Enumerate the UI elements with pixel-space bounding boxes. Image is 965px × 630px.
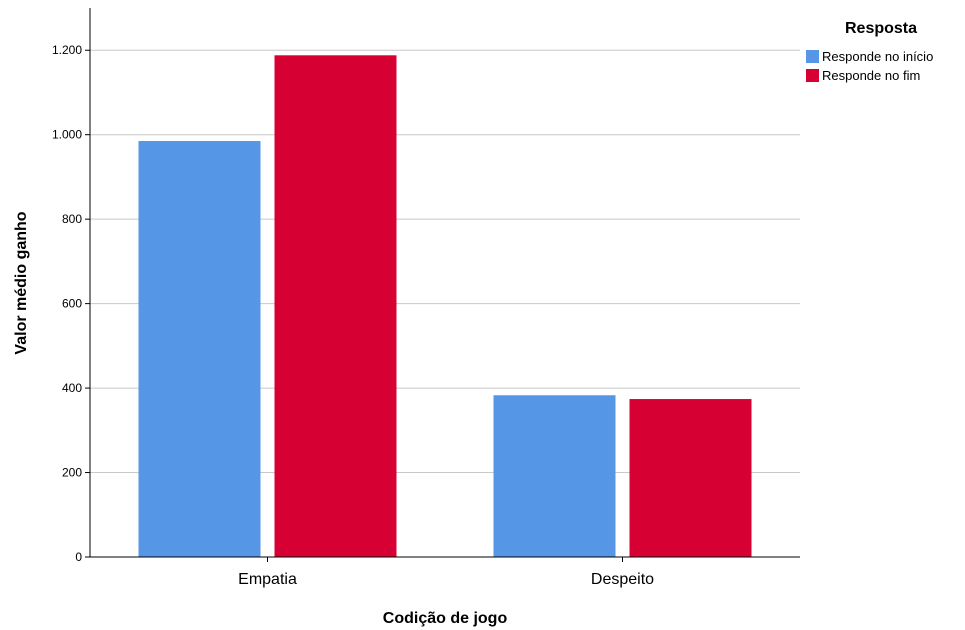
y-tick-label: 400 — [62, 381, 82, 395]
y-axis-title: Valor médio ganho — [13, 211, 30, 354]
bar-despeito-2 — [629, 399, 752, 557]
bar-despeito-1 — [493, 395, 616, 557]
y-tick-label: 1.000 — [52, 128, 82, 142]
legend-entry-label: Responde no início — [822, 49, 933, 64]
legend: Resposta Responde no início Responde no f… — [806, 20, 933, 83]
legend-entry-label: Responde no fim — [822, 68, 920, 83]
bar-empatia-2 — [274, 55, 397, 557]
x-category-label: Despeito — [591, 571, 654, 588]
y-tick-label: 600 — [62, 297, 82, 311]
y-axis-ticks: 0 200 400 600 800 1.000 1.200 — [52, 43, 90, 564]
legend-title: Resposta — [845, 20, 917, 37]
x-axis-categories: Empatia Despeito — [238, 557, 654, 588]
y-tick-label: 800 — [62, 212, 82, 226]
x-axis-title: Codição de jogo — [383, 610, 508, 627]
x-category-label: Empatia — [238, 571, 297, 588]
y-tick-label: 0 — [75, 550, 82, 564]
y-tick-label: 1.200 — [52, 43, 82, 57]
legend-swatch — [806, 50, 819, 63]
bar-empatia-1 — [138, 141, 261, 557]
y-tick-label: 200 — [62, 466, 82, 480]
legend-swatch — [806, 69, 819, 82]
bars — [138, 55, 752, 557]
